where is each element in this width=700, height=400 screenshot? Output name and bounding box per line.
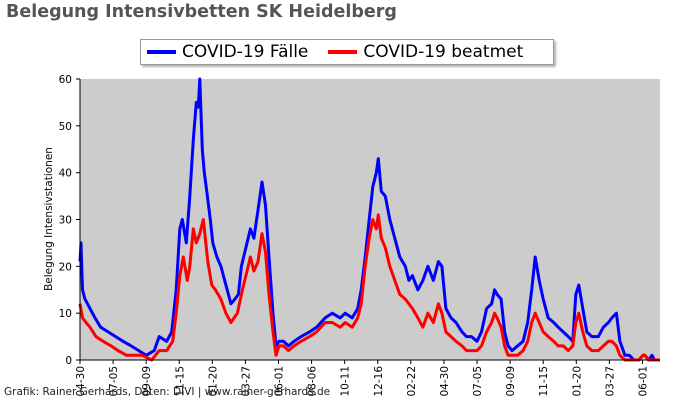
y-tick-label: 40 — [59, 168, 72, 180]
series-line-beatmet — [78, 213, 660, 362]
y-tick-label: 0 — [65, 355, 72, 367]
x-tick-label: 03-27 — [240, 366, 252, 397]
x-tick-label: 08-06 — [307, 366, 319, 397]
series-layer — [78, 77, 660, 362]
source-footer: Grafik: Rainer Gerhards, Daten: DIVI | w… — [4, 386, 331, 398]
x-tick-label: 11-15 — [538, 366, 550, 397]
x-axis-ticks: 04-30 07-05 09-09 11-15 01-20 03-27 06-01 08-06… — [75, 360, 649, 397]
x-tick-label: 01-20 — [571, 366, 583, 397]
x-tick-label: 06-01 — [637, 366, 649, 397]
legend-label-beatmet: COVID-19 beatmet — [363, 42, 524, 62]
x-tick-label: 04-30 — [75, 366, 87, 397]
x-tick-label: 12-16 — [373, 366, 385, 397]
y-tick-label: 10 — [59, 308, 72, 320]
x-tick-label: 01-20 — [207, 366, 219, 397]
y-tick-label: 30 — [59, 215, 72, 227]
x-tick-label: 09-09 — [505, 366, 517, 397]
legend-swatch-faelle — [147, 50, 176, 54]
x-tick-label: 02-22 — [406, 366, 418, 397]
y-tick-label: 50 — [59, 121, 72, 133]
x-tick-label: 10-11 — [340, 366, 352, 397]
x-tick-label: 07-05 — [108, 366, 120, 397]
legend-item-beatmet: COVID-19 beatmet — [328, 42, 523, 62]
y-tick-label: 20 — [59, 261, 72, 273]
legend-swatch-beatmet — [328, 50, 358, 54]
x-tick-label: 07-05 — [472, 366, 484, 397]
chart-legend: COVID-19 Fälle COVID-19 beatmet — [140, 39, 554, 65]
x-tick-label: 03-27 — [604, 366, 616, 397]
x-tick-label: 09-09 — [141, 366, 153, 397]
legend-item-faelle: COVID-19 Fälle — [147, 42, 308, 62]
y-tick-label: 60 — [59, 74, 72, 86]
y-axis-ticks: 0 10 20 30 40 50 60 — [59, 74, 80, 367]
chart-title: Belegung Intensivbetten SK Heidelberg — [6, 2, 397, 22]
x-tick-label: 11-15 — [174, 366, 186, 397]
series-line-faelle — [78, 77, 660, 362]
y-axis-label: Belegung Intensivstationen — [43, 147, 55, 291]
x-tick-label: 04-30 — [439, 366, 451, 397]
x-tick-label: 06-01 — [274, 366, 286, 397]
legend-label-faelle: COVID-19 Fälle — [182, 42, 309, 62]
